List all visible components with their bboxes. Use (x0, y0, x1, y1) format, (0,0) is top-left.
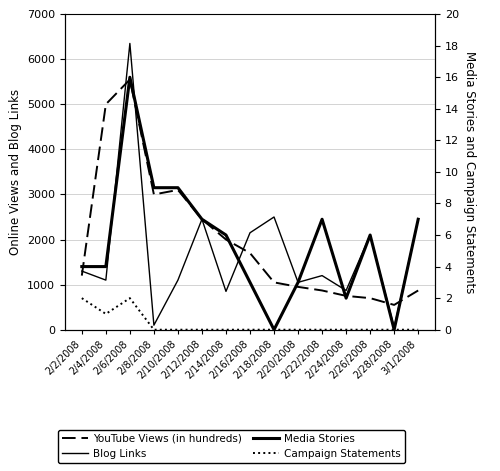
Y-axis label: Media Stories and Campaign Statements: Media Stories and Campaign Statements (462, 51, 475, 293)
Legend: YouTube Views (in hundreds), Blog Links, Media Stories, Campaign Statements: YouTube Views (in hundreds), Blog Links,… (58, 430, 405, 463)
Y-axis label: Online Views and Blog Links: Online Views and Blog Links (8, 89, 22, 255)
